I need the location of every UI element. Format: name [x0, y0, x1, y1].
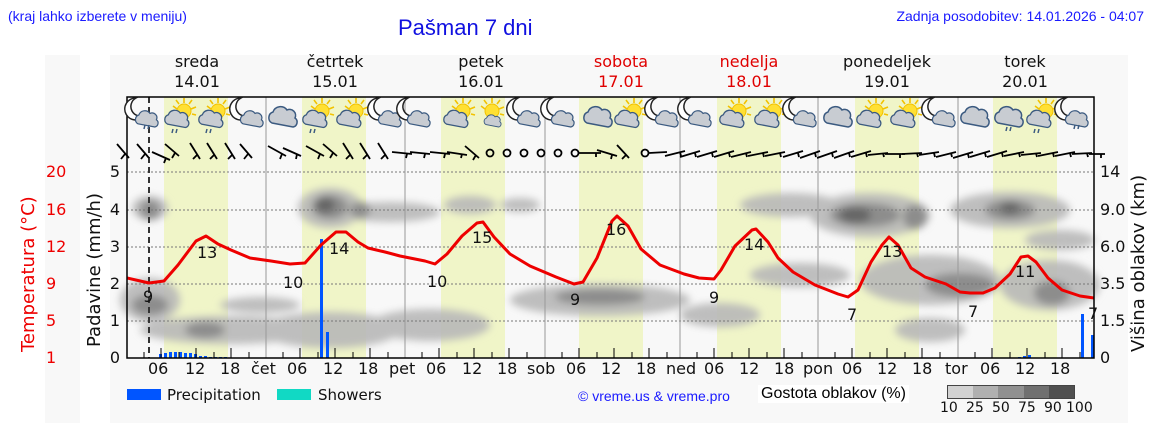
temp-label: 9	[570, 290, 581, 309]
temp-label: 14	[744, 235, 765, 254]
temperature-axis: 1 5 9 12 16 20	[46, 162, 67, 367]
day-header-3: sobota 17.01	[593, 52, 649, 91]
day-header-4: nedelja 18.01	[719, 52, 779, 91]
cloud-density-ticks: 10 25 50 75 90 100	[940, 400, 1093, 416]
cloud-density-scale	[947, 385, 1075, 399]
temp-label: 7	[968, 302, 979, 321]
temp-label: 11	[1015, 262, 1036, 281]
last-update: Zadnja posodobitev: 14.01.2026 - 04:07	[896, 8, 1144, 24]
temp-axis-panel	[45, 55, 80, 423]
temp-label: 9	[143, 287, 154, 306]
x-axis-ticks: 06 12 18 čet 06 12 18 pet 06 12 18 sob 0…	[148, 359, 1071, 378]
day-header-5: ponedeljek 19.01	[843, 52, 931, 91]
cloud-height-axis: 0 1.5 3.5 6.0 9.0 14	[1100, 162, 1126, 367]
wind-barbs-row	[116, 142, 1105, 164]
cloud-height-axis-label: Višina oblakov (km)	[1128, 174, 1149, 352]
temp-label: 7	[1088, 304, 1099, 323]
showers-legend-swatch	[277, 389, 311, 400]
credit-link[interactable]: © vreme.us & vreme.pro	[578, 388, 730, 404]
temp-label: 16	[606, 220, 627, 239]
temp-label: 10	[427, 272, 448, 291]
temperature-axis-label: Temperatura (°C)	[18, 196, 39, 352]
temp-label: 9	[709, 288, 720, 307]
temp-label: 15	[472, 228, 493, 247]
temp-label: 7	[847, 305, 858, 324]
day-headers: sreda 14.01 četrtek 15.01 petek 16.01 sobot…	[127, 52, 1107, 96]
temp-label: 13	[882, 242, 903, 261]
cloud-density-label: Gostota oblakov (%)	[758, 385, 909, 403]
page-title: Pašman 7 dni	[398, 15, 533, 40]
day-header-1: četrtek 15.01	[306, 52, 364, 91]
precipitation-legend-label: Precipitation	[167, 386, 261, 404]
day-header-0: sreda 14.01	[174, 52, 220, 91]
precip-axis-label: Padavine (mm/h)	[84, 193, 105, 347]
temp-label: 14	[329, 239, 350, 258]
showers-legend-label: Showers	[318, 386, 382, 404]
precipitation-legend-swatch	[127, 389, 161, 400]
precip-axis: 0 1 2 3 4 5	[109, 162, 120, 367]
region-menu-hint[interactable]: (kraj lahko izberete v meniju)	[8, 8, 187, 24]
day-header-6: torek 20.01	[1002, 52, 1048, 91]
day-header-2: petek 16.01	[458, 52, 504, 91]
temp-label: 10	[283, 273, 304, 292]
temp-label: 13	[197, 243, 218, 262]
